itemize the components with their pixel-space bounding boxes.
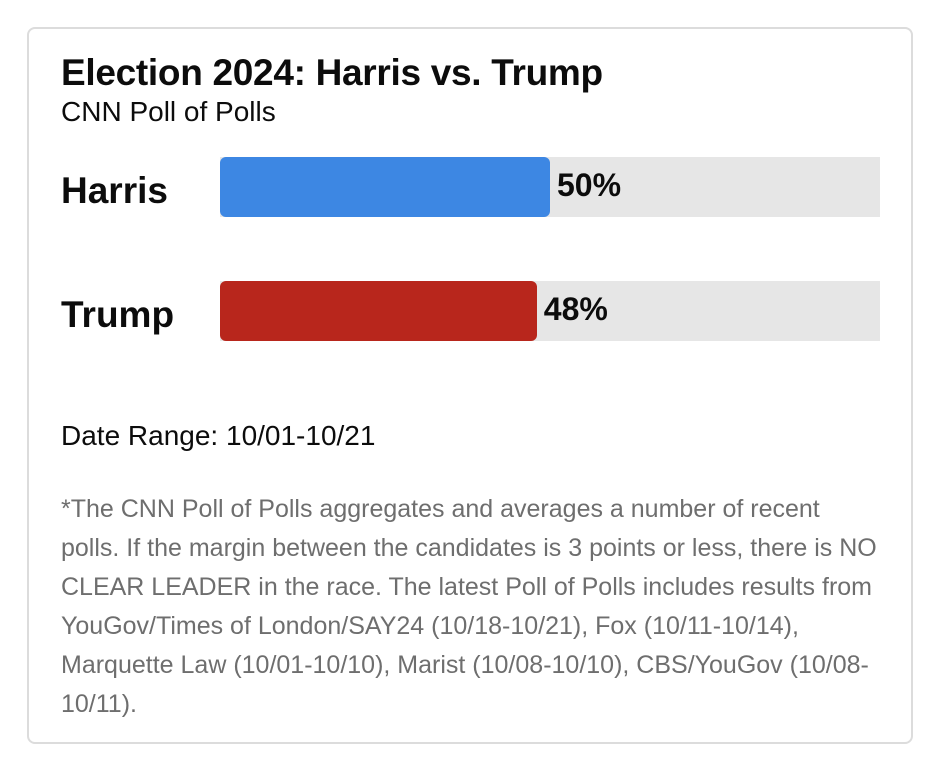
value-label-harris: 50%: [557, 167, 622, 203]
candidate-label-harris: Harris: [61, 170, 168, 211]
chart-subtitle: CNN Poll of Polls: [61, 96, 276, 127]
value-label-trump: 48%: [543, 291, 608, 327]
bar-trump: [220, 281, 537, 341]
candidate-label-trump: Trump: [61, 294, 175, 335]
date-range: Date Range: 10/01-10/21: [61, 420, 376, 451]
poll-card: [27, 27, 913, 744]
bar-track-harris: 50%: [220, 157, 880, 217]
bar-track-trump: 48%: [220, 281, 880, 341]
chart-title: Election 2024: Harris vs. Trump: [61, 52, 603, 93]
bar-harris: [220, 157, 550, 217]
footnote: *The CNN Poll of Polls aggregates and av…: [61, 495, 877, 718]
